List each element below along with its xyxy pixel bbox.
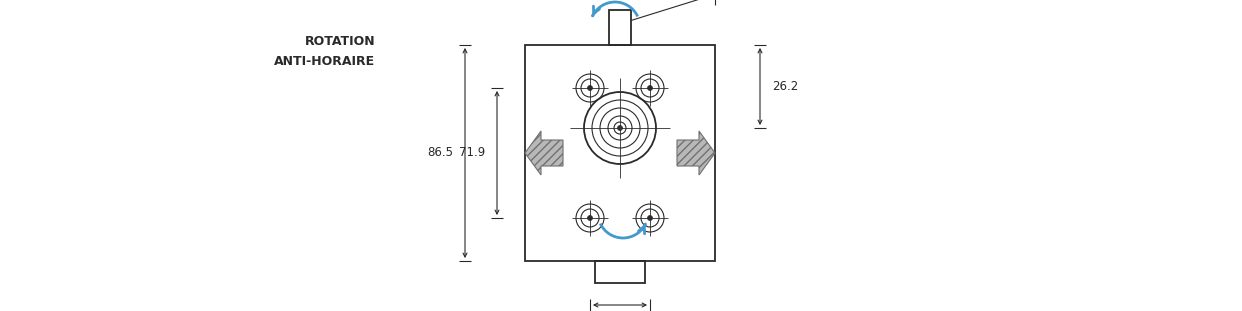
Circle shape — [647, 216, 652, 220]
Circle shape — [587, 216, 592, 220]
Text: 86.5: 86.5 — [427, 146, 453, 160]
Polygon shape — [677, 131, 715, 175]
Polygon shape — [525, 131, 563, 175]
Text: 71.9: 71.9 — [458, 146, 484, 160]
Text: ROTATION: ROTATION — [304, 35, 375, 48]
Circle shape — [647, 86, 652, 91]
Circle shape — [587, 86, 592, 91]
Text: ANTI-HORAIRE: ANTI-HORAIRE — [274, 55, 375, 68]
Circle shape — [617, 126, 622, 131]
Text: 26.2: 26.2 — [773, 80, 799, 93]
